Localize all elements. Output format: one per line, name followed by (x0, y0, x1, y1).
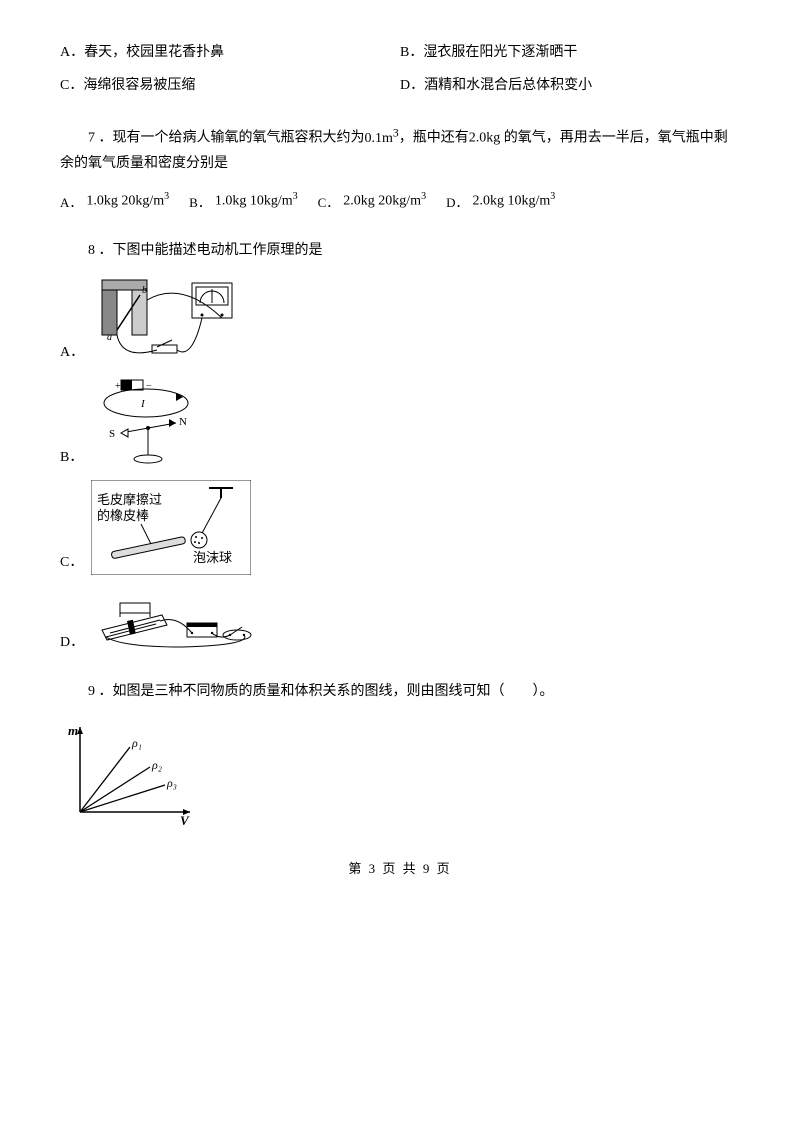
q8c-ball-label: 泡沫球 (193, 550, 232, 565)
question-8: 8 ．下图中能描述电动机工作原理的是 (60, 238, 740, 263)
q7-volume: 0.1m3 (365, 131, 399, 146)
question-9: 9 ．如图是三种不同物质的质量和体积关系的图线，则由图线可知（ ）。 (60, 679, 740, 704)
svg-text:S: S (109, 428, 115, 440)
svg-text:−: − (146, 381, 152, 392)
q9-axis-v: V (180, 813, 190, 827)
q8-option-d: D． (60, 585, 740, 655)
prev-question-options-row1: A．春天，校园里花香扑鼻 B．湿衣服在阳光下逐渐晒干 (60, 40, 740, 65)
q7-option-d: D． 2.0kg 10kg/m3 (446, 188, 555, 214)
q7-mass: 2.0kg (469, 131, 501, 146)
option-c: C．海绵很容易被压缩 (60, 73, 400, 98)
option-d: D．酒精和水混合后总体积变小 (400, 73, 740, 98)
question-7: 7 ．现有一个给病人输氧的氧气瓶容积大约为0.1m3，瓶中还有2.0kg 的氧气… (60, 122, 740, 176)
q9-figure: m V ρ₁ ρ₂ ρ₃ (60, 717, 200, 827)
q8-option-c-label: C． (60, 550, 83, 575)
q9-rho3: ρ₃ (166, 776, 177, 790)
q7-option-b: B． 1.0kg 10kg/m3 (189, 188, 297, 214)
q8-option-b-figure: + − I N S (91, 375, 221, 470)
q8-option-b-label: B． (60, 445, 83, 470)
q7-options: A． 1.0kg 20kg/m3 B． 1.0kg 10kg/m3 C． 2.0… (60, 188, 740, 214)
svg-text:b: b (142, 285, 147, 296)
q9-figure-wrap: m V ρ₁ ρ₂ ρ₃ (60, 717, 740, 827)
svg-text:a: a (107, 332, 112, 343)
q7-option-c: C． 2.0kg 20kg/m3 (318, 188, 426, 214)
svg-text:N: N (179, 416, 187, 428)
q7-option-a: A． 1.0kg 20kg/m3 (60, 188, 169, 214)
q7-mid1: ，瓶中还有 (399, 131, 469, 146)
svg-text:+: + (115, 381, 121, 392)
q8-option-a-label: A． (60, 340, 84, 365)
q8-option-c: C． 毛皮摩擦过 的橡皮棒 泡沫球 (60, 480, 740, 575)
q8-option-a-figure: a b (92, 275, 252, 365)
q7-prefix: 7 ．现有一个给病人输氧的氧气瓶容积大约为 (88, 131, 365, 146)
q8c-rod-label-line1: 毛皮摩擦过 (97, 492, 162, 507)
q9-rho1: ρ₁ (131, 736, 142, 750)
prev-question-options-row2: C．海绵很容易被压缩 D．酒精和水混合后总体积变小 (60, 73, 740, 98)
q8-option-a: A． a b (60, 275, 740, 365)
q8-option-c-figure: 毛皮摩擦过 的橡皮棒 泡沫球 (91, 480, 251, 575)
option-b: B．湿衣服在阳光下逐渐晒干 (400, 40, 740, 65)
svg-text:I: I (140, 398, 146, 410)
q9-rho2: ρ₂ (151, 758, 162, 772)
option-a: A．春天，校园里花香扑鼻 (60, 40, 400, 65)
q8c-rod-label-line2: 的橡皮棒 (97, 508, 149, 523)
q8-option-d-figure (92, 585, 262, 655)
q8-option-b: B． + − I N S (60, 375, 740, 470)
page-footer: 第 3 页 共 9 页 (60, 857, 740, 880)
q8-option-d-label: D． (60, 630, 84, 655)
q9-axis-m: m (68, 723, 78, 738)
